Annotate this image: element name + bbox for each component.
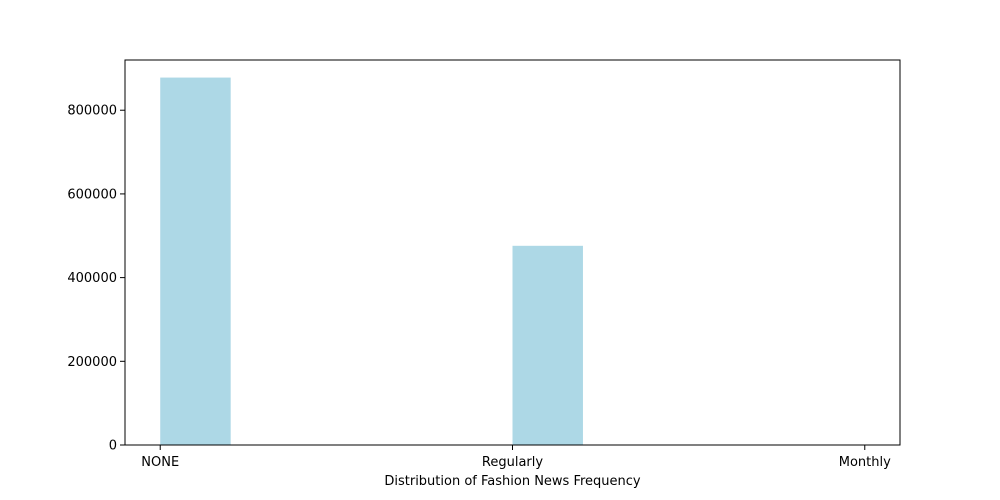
y-tick-label: 800000 <box>67 104 117 119</box>
x-tick-label-none: NONE <box>141 455 179 470</box>
bar-none <box>160 77 231 446</box>
y-tick-label: 400000 <box>67 271 117 286</box>
y-tick-label: 200000 <box>67 355 117 370</box>
x-tick-label-regularly: Regularly <box>482 455 543 470</box>
bar-regularly <box>512 245 583 445</box>
ticks-layer: 0 200000 400000 600000 800000 NONE Regularly Mo… <box>67 104 891 470</box>
bars-layer <box>160 77 865 446</box>
x-tick-label-monthly: Monthly <box>839 455 891 470</box>
x-axis-label: Distribution of Fashion News Frequency <box>384 474 641 489</box>
y-tick-label: 600000 <box>67 187 117 202</box>
y-tick-label: 0 <box>109 439 117 454</box>
